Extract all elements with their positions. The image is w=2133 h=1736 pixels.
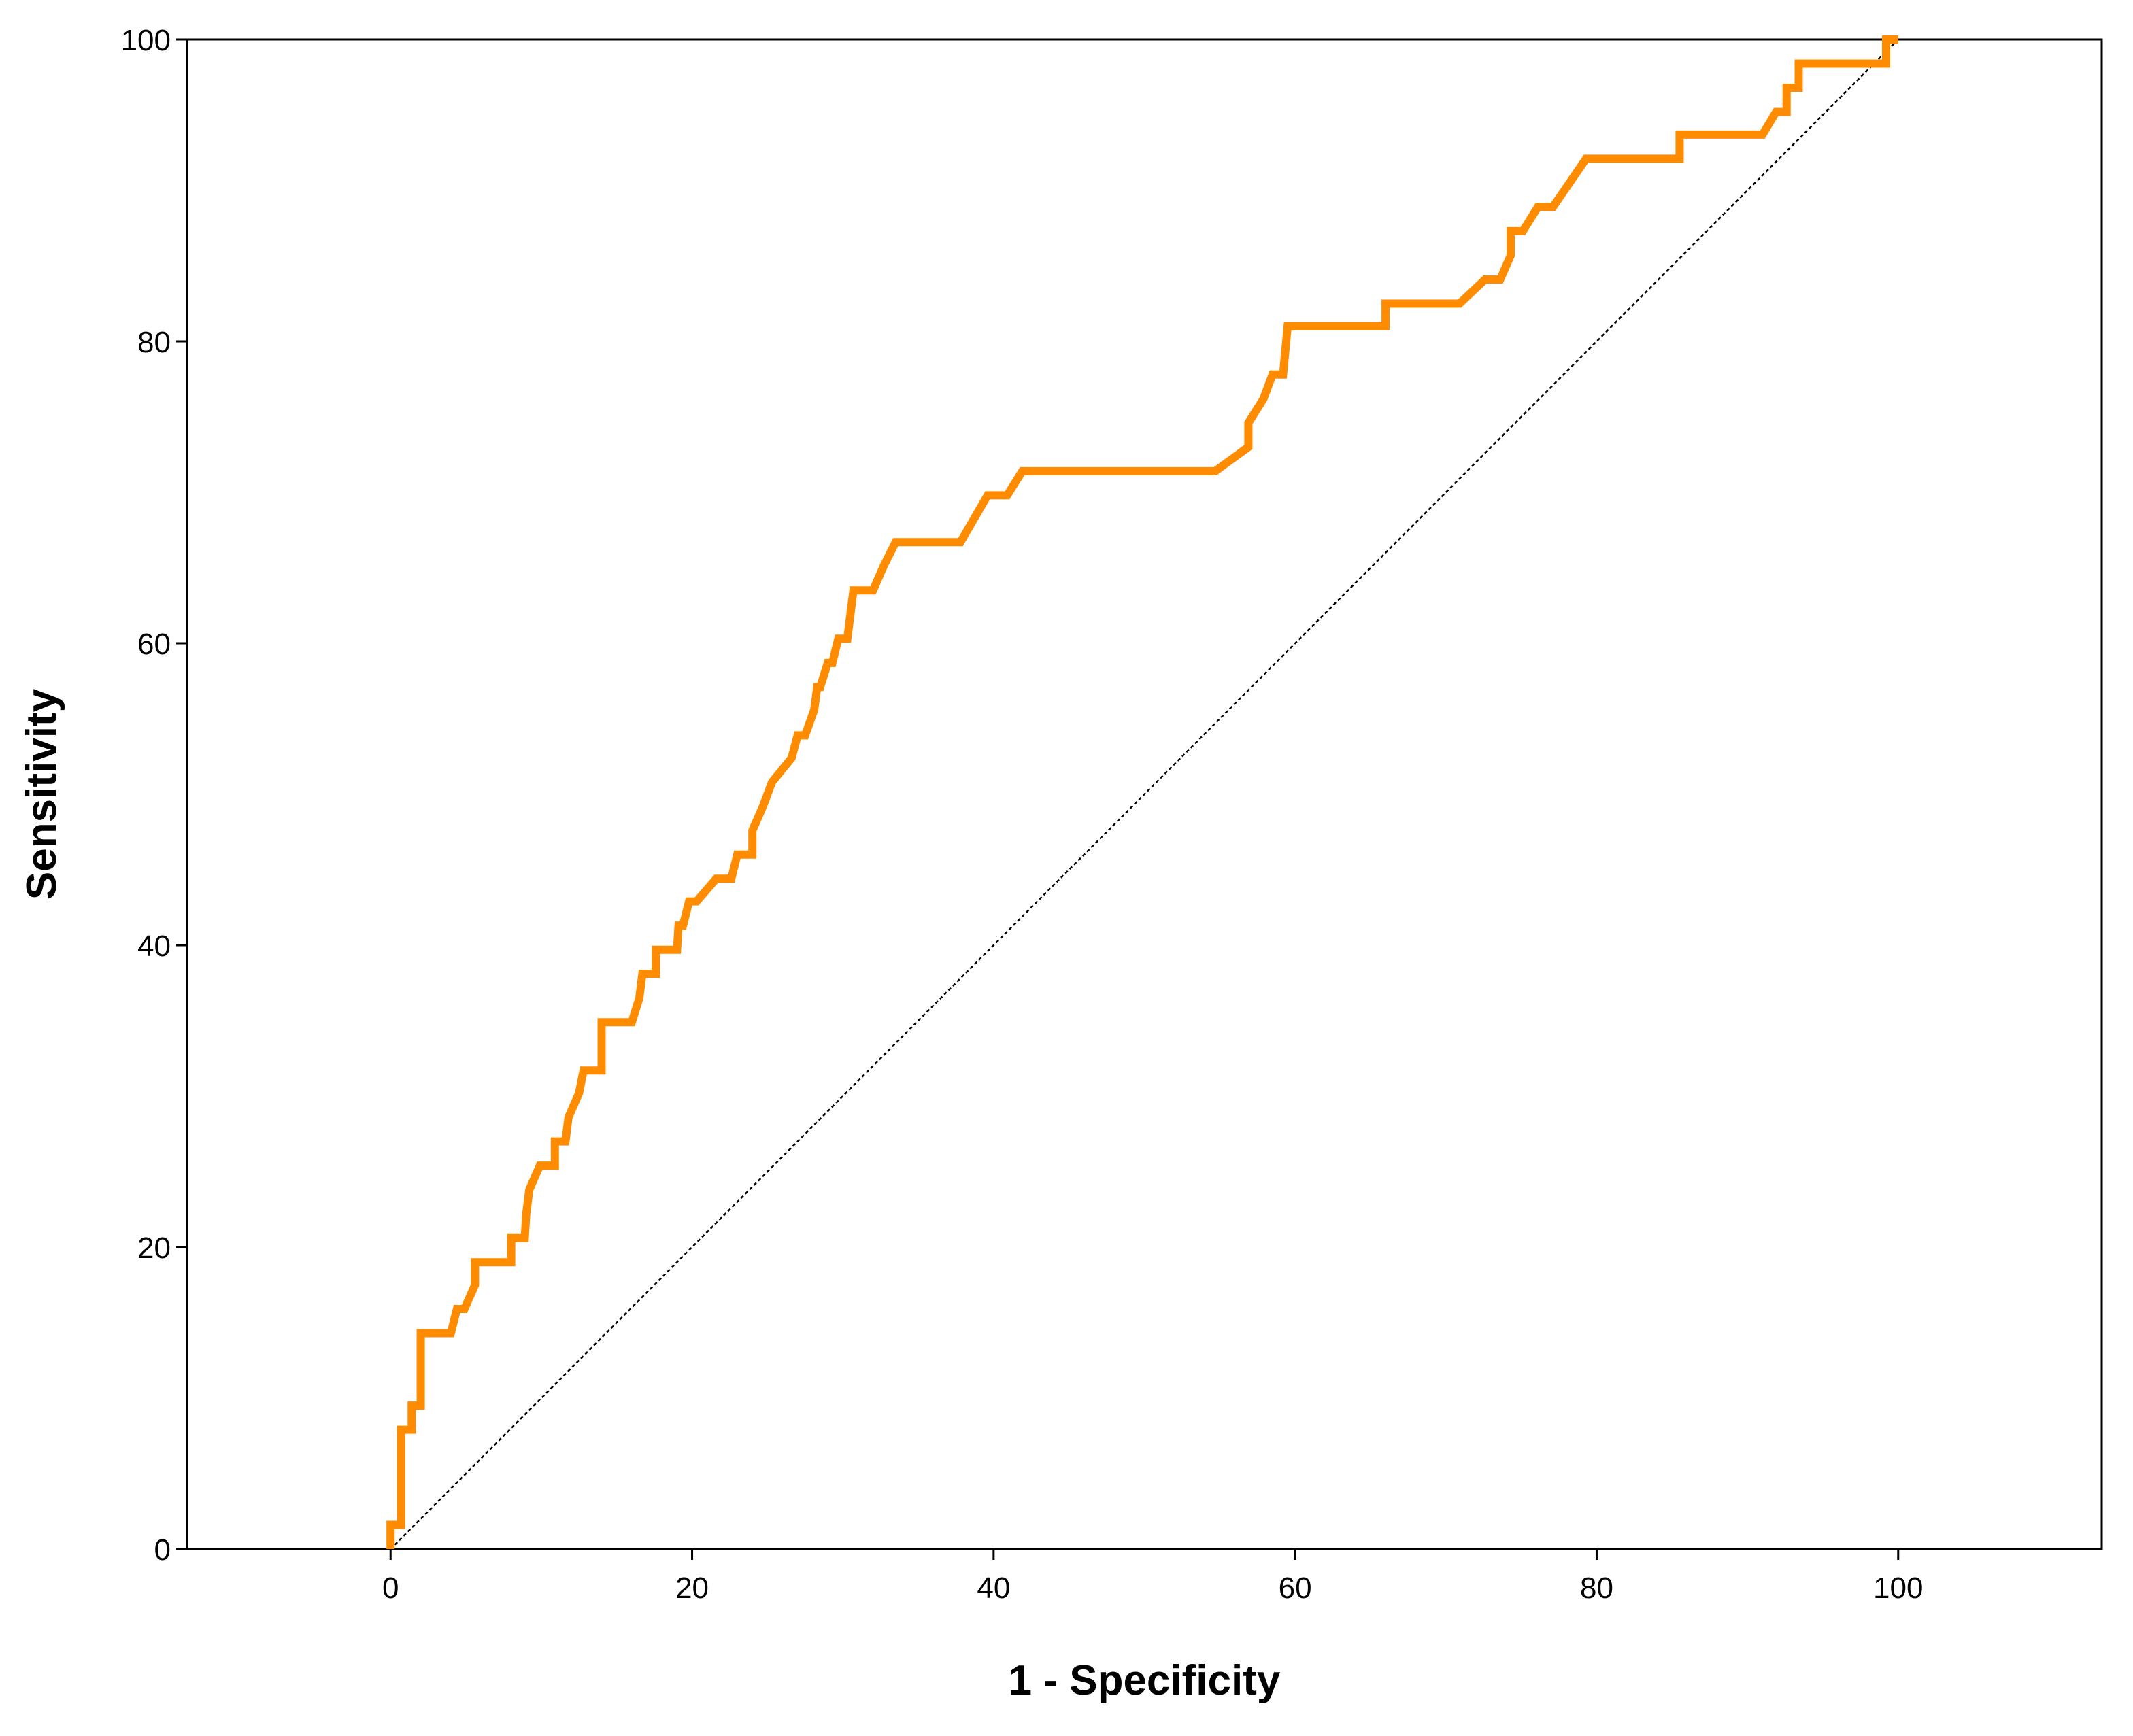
- x-tick-label: 100: [1873, 1571, 1923, 1605]
- y-axis: 0 20 40 60 80 100: [121, 24, 187, 1567]
- x-tick-label: 60: [1279, 1571, 1312, 1605]
- y-tick-label: 0: [154, 1533, 171, 1567]
- x-tick-label: 0: [382, 1571, 399, 1605]
- curve-layer: [386, 35, 1898, 1549]
- y-axis-title: Sensitivity: [18, 688, 65, 900]
- x-tick-label: 40: [977, 1571, 1010, 1605]
- x-axis: 0 20 40 60 80 100: [382, 1549, 1923, 1605]
- roc-curve-line: [386, 35, 1898, 1549]
- y-tick-label: 40: [137, 930, 171, 963]
- y-tick-label: 20: [137, 1231, 171, 1265]
- y-tick-label: 100: [121, 24, 171, 57]
- reference-layer: [390, 39, 1899, 1550]
- y-tick-label: 60: [137, 628, 171, 661]
- x-tick-label: 20: [675, 1571, 709, 1605]
- y-tick-label: 80: [137, 326, 171, 359]
- reference-diagonal-line: [390, 39, 1899, 1550]
- plot-frame: [186, 38, 2103, 1550]
- x-tick-label: 80: [1580, 1571, 1613, 1605]
- x-axis-title: 1 - Specificity: [1009, 1657, 1281, 1704]
